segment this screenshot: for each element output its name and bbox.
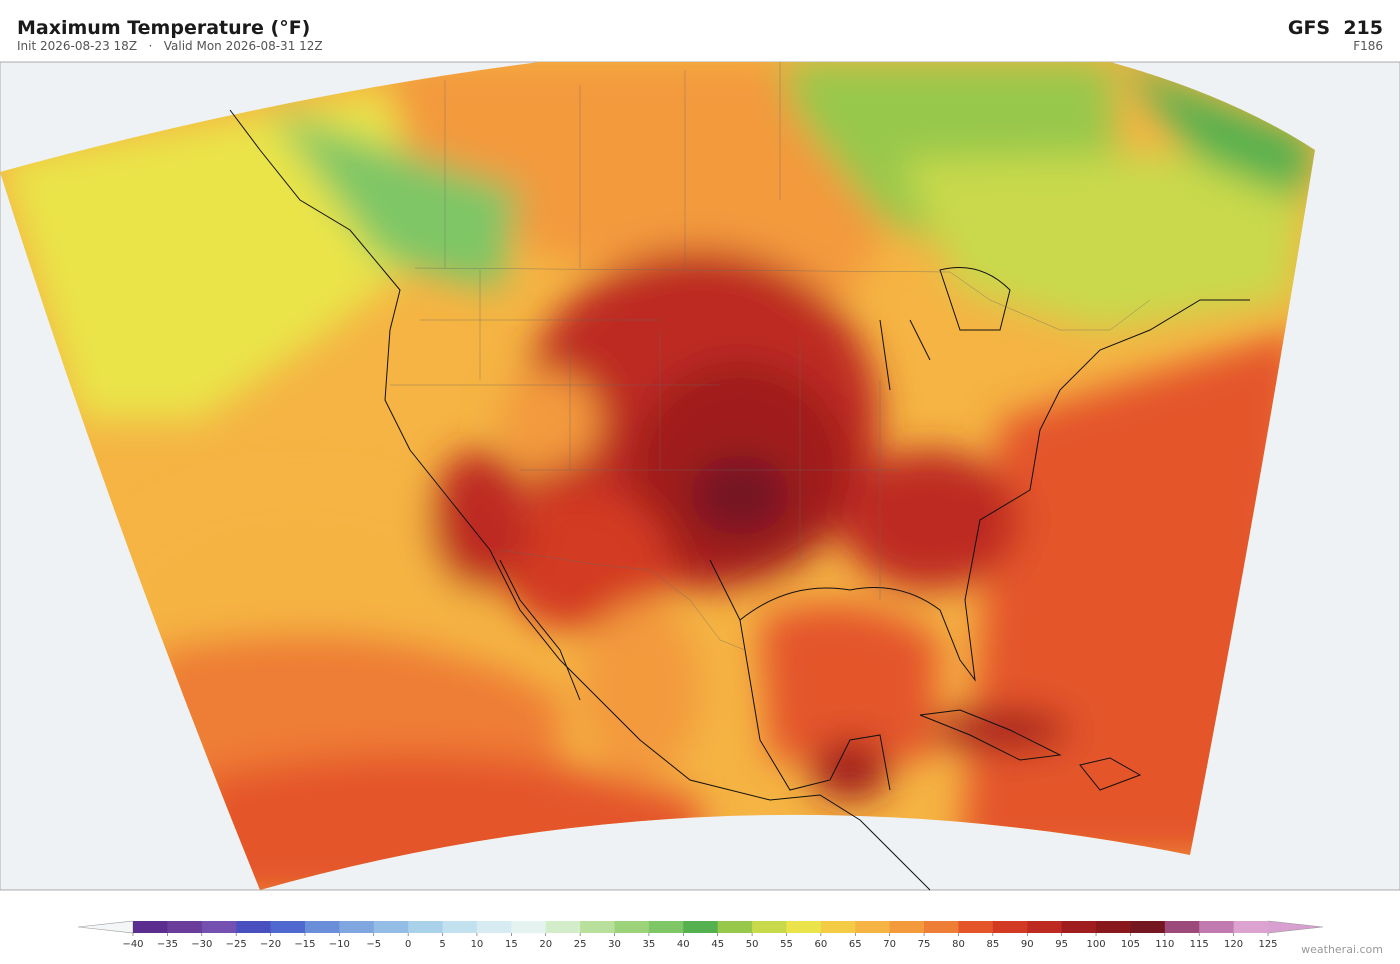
colorbar-segment	[580, 921, 616, 933]
borders	[390, 62, 1151, 651]
colorbar-segment	[1233, 921, 1269, 933]
colorbar-segment	[958, 921, 994, 933]
colorbar-segment	[545, 921, 581, 933]
tick-label: −40	[122, 939, 143, 950]
tick-label: −5	[366, 939, 381, 950]
coastlines	[229, 109, 1250, 891]
tick-label: 110	[1155, 939, 1174, 950]
tick-label: −20	[260, 939, 281, 950]
tick-label: 80	[952, 939, 965, 950]
tick-label: −15	[294, 939, 315, 950]
tick-label: 5	[439, 939, 445, 950]
tick-label: 65	[849, 939, 862, 950]
colorbar-segment	[1130, 921, 1166, 933]
tick-label: −35	[157, 939, 178, 950]
colorbar-segment	[1199, 921, 1235, 933]
colorbar: −40 −35 −30 −25 −20 −15 −10 −5 0 5 10 15 20 25 30 35 40 4…	[77, 920, 1324, 950]
tick-label: 25	[574, 939, 587, 950]
colorbar-segment	[820, 921, 856, 933]
colorbar-segment	[1164, 921, 1200, 933]
colorbar-segment	[167, 921, 203, 933]
subtitle: Init 2026-08-23 18Z · Valid Mon 2026-08-…	[17, 39, 323, 53]
colorbar-segment	[270, 921, 306, 933]
colorbar-segment	[476, 921, 512, 933]
colorbar-segment	[752, 921, 787, 933]
tick-label: 15	[505, 939, 518, 950]
colorbar-segment	[683, 921, 719, 933]
colorbar-segment	[408, 921, 444, 933]
colorbar-segment	[304, 921, 340, 933]
tick-label: 30	[608, 939, 621, 950]
colorbar-segment	[889, 921, 925, 933]
colorbar-segment	[924, 921, 959, 933]
colorbar-segment	[648, 921, 684, 933]
colorbar-under	[77, 920, 134, 934]
colorbar-segment	[339, 921, 375, 933]
tick-label: 35	[643, 939, 656, 950]
colorbar-segment	[373, 921, 409, 933]
tick-label: 115	[1190, 939, 1209, 950]
colorbar-segment	[201, 921, 237, 933]
credit: weatherai.com	[1301, 943, 1383, 956]
colorbar-segment	[717, 921, 753, 933]
map	[0, 61, 1400, 891]
tick-label: 100	[1086, 939, 1105, 950]
tick-label: 20	[539, 939, 552, 950]
tick-label: 120	[1224, 939, 1243, 950]
colorbar-over	[1267, 920, 1324, 934]
tick-label: 60	[815, 939, 828, 950]
tick-label: 90	[1021, 939, 1034, 950]
model: GFS 215	[1288, 17, 1383, 39]
tick-label: 50	[746, 939, 759, 950]
tick-label: 95	[1055, 939, 1068, 950]
title: Maximum Temperature (°F)	[17, 17, 310, 39]
temperature-field	[0, 62, 1315, 890]
tick-label: −10	[329, 939, 350, 950]
tick-label: 75	[918, 939, 931, 950]
tick-label: −25	[226, 939, 247, 950]
colorbar-segment	[855, 921, 891, 933]
forecast-hour: F186	[1353, 39, 1383, 53]
colorbar-segment	[133, 921, 168, 933]
colorbar-segment	[786, 921, 822, 933]
tick-label: 85	[986, 939, 999, 950]
colorbar-segment	[1096, 921, 1131, 933]
tick-label: 125	[1258, 939, 1277, 950]
tick-label: 105	[1121, 939, 1140, 950]
tick-label: 10	[471, 939, 484, 950]
tick-label: 70	[883, 939, 896, 950]
colorbar-segment	[992, 921, 1028, 933]
colorbar-segment	[1061, 921, 1097, 933]
colorbar-segment	[442, 921, 478, 933]
colorbar-segment	[511, 921, 547, 933]
colorbar-segment	[614, 921, 650, 933]
tick-label: 0	[405, 939, 411, 950]
colorbar-segment	[1027, 921, 1063, 933]
tick-label: 45	[711, 939, 724, 950]
colorbar-segment	[236, 921, 272, 933]
tick-label: 40	[677, 939, 690, 950]
tick-label: −30	[191, 939, 212, 950]
tick-label: 55	[780, 939, 793, 950]
